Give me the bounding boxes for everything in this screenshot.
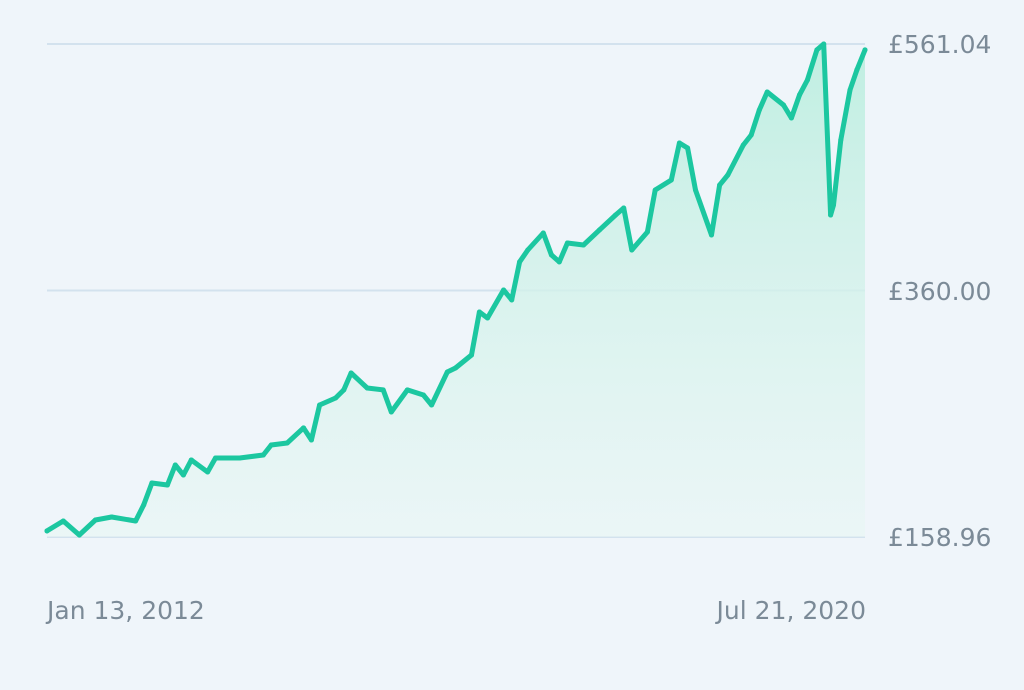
data-point — [509, 297, 515, 303]
data-point — [717, 182, 723, 188]
data-point — [597, 227, 603, 233]
data-point — [301, 425, 307, 431]
data-point — [830, 202, 836, 208]
data-point — [141, 502, 147, 508]
data-point — [149, 480, 155, 486]
data-point — [364, 385, 370, 391]
data-point — [404, 387, 410, 393]
data-point — [212, 455, 218, 461]
data-point — [847, 87, 853, 93]
data-point — [764, 89, 770, 95]
data-point — [613, 212, 619, 218]
data-point — [788, 115, 794, 121]
data-point — [517, 259, 523, 265]
data-point — [188, 457, 194, 463]
data-point — [333, 395, 339, 401]
data-point — [268, 442, 274, 448]
x-tick-label-start: Jan 13, 2012 — [47, 596, 205, 625]
data-point — [469, 352, 475, 358]
data-point — [725, 172, 731, 178]
data-point — [797, 92, 803, 98]
data-point — [692, 187, 698, 193]
data-point — [708, 232, 714, 238]
data-point — [556, 259, 562, 265]
data-point — [164, 482, 170, 488]
data-point — [260, 452, 266, 458]
data-point — [485, 315, 491, 321]
data-point — [388, 409, 394, 415]
data-point — [317, 402, 323, 408]
data-point — [501, 287, 507, 293]
data-point — [420, 392, 426, 398]
data-point — [109, 514, 115, 520]
data-point — [564, 240, 570, 246]
data-point — [804, 77, 810, 83]
data-point — [444, 369, 450, 375]
data-point — [525, 247, 531, 253]
data-point — [476, 309, 482, 315]
data-point — [644, 229, 650, 235]
price-area-fill — [47, 44, 865, 537]
data-point — [92, 517, 98, 523]
data-point — [284, 440, 290, 446]
data-point — [814, 47, 820, 53]
data-point — [668, 177, 674, 183]
data-point — [685, 145, 691, 151]
data-point — [341, 387, 347, 393]
data-point — [821, 41, 827, 47]
data-point — [172, 462, 178, 468]
data-point — [756, 107, 762, 113]
data-point — [452, 365, 458, 371]
data-point — [205, 469, 211, 475]
data-point — [862, 47, 868, 53]
data-point — [854, 67, 860, 73]
data-point — [76, 532, 82, 538]
data-point — [652, 187, 658, 193]
y-tick-label-mid: £360.00 — [888, 277, 992, 306]
data-point — [580, 242, 586, 248]
data-point — [429, 402, 435, 408]
data-point — [548, 252, 554, 258]
data-point — [621, 205, 627, 211]
data-point — [44, 528, 50, 534]
y-tick-label-min: £158.96 — [888, 523, 992, 552]
data-point — [380, 387, 386, 393]
data-point — [540, 230, 546, 236]
data-point — [629, 247, 635, 253]
data-point — [348, 370, 354, 376]
x-tick-label-end: Jul 21, 2020 — [716, 596, 866, 625]
data-point — [740, 142, 746, 148]
data-point — [781, 102, 787, 108]
data-point — [60, 518, 66, 524]
data-point — [838, 137, 844, 143]
data-point — [180, 472, 186, 478]
data-point — [676, 140, 682, 146]
data-point — [308, 437, 314, 443]
data-point — [237, 455, 243, 461]
data-point — [828, 212, 834, 218]
data-point — [748, 132, 754, 138]
data-point — [133, 518, 139, 524]
y-tick-label-max: £561.04 — [888, 30, 992, 59]
